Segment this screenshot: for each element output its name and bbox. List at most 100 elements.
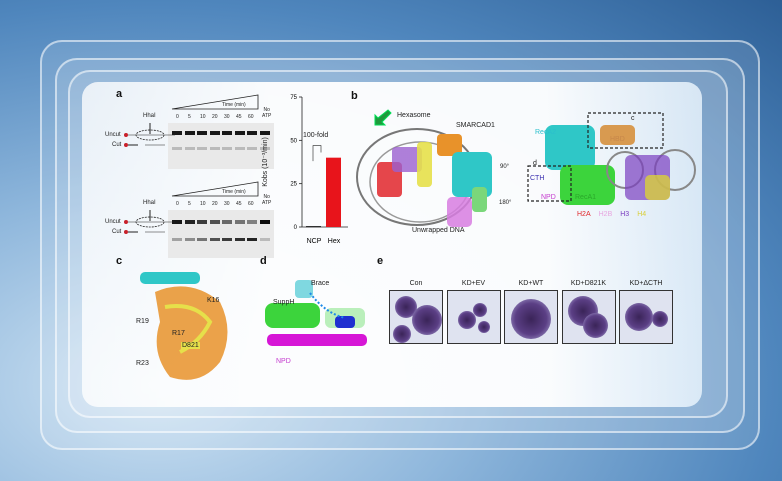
no-atp-label: No ATP (262, 194, 271, 206)
condition-label: Con (409, 280, 423, 287)
gel-band-uncut (172, 131, 182, 135)
gel-image (168, 210, 274, 258)
gel-band-uncut (247, 131, 257, 135)
box-c-label: c (631, 115, 635, 122)
residue-r23: R23 (136, 360, 149, 367)
colony-image (389, 290, 443, 344)
panel-e-label: e (377, 255, 384, 267)
y-tick-label: 25 (290, 182, 297, 188)
gel-band-uncut (234, 220, 245, 224)
panel-d-structure (265, 280, 367, 346)
hexasome-structure (356, 128, 492, 227)
colony (472, 303, 487, 317)
residue-r19: R19 (136, 318, 149, 325)
gel-band-uncut (259, 131, 270, 135)
lane-label: 45 (236, 114, 242, 120)
panel-c-structure (140, 272, 228, 380)
no-label: No (263, 107, 270, 113)
gel-band-uncut (197, 220, 207, 224)
lane-label: 10 (200, 201, 206, 207)
gel-band-uncut (184, 220, 195, 224)
rotation-90-label: 90° (500, 164, 510, 170)
gel-band-cut (184, 238, 195, 241)
bar-chart: 0 25 50 75 NCP Hex (290, 95, 348, 245)
gel-band-cut (184, 147, 195, 150)
colony (652, 311, 668, 327)
cth-label: CTH (530, 175, 545, 182)
gel-band-cut (259, 238, 270, 241)
gel-band-uncut (222, 220, 232, 224)
x-tick-label: Hex (328, 238, 341, 245)
dna-substrate-icon (124, 123, 175, 147)
colony-image (446, 290, 501, 344)
bar-ncp (306, 226, 321, 228)
gel-band-cut (197, 238, 207, 241)
uncut-label: Uncut (105, 132, 121, 138)
rotation-180-label: 180° (499, 200, 512, 206)
time-ramp-1 (171, 181, 259, 197)
colony (393, 325, 411, 343)
unwrapped-dna-label: Unwrapped DNA (412, 227, 465, 234)
condition-label: KD+ΔCTH (629, 280, 663, 287)
hhai-label: HhaI (143, 113, 156, 119)
time-label: Time (min) (222, 102, 246, 108)
gel-band-uncut (209, 220, 220, 224)
lane-label: 10 (200, 114, 206, 120)
atp-label: ATP (262, 113, 272, 119)
panel-d-label: d (260, 255, 267, 267)
y-tick-label: 75 (290, 95, 297, 101)
chart-annotation: 100-fold (303, 132, 329, 139)
box-d-label: d (533, 160, 537, 167)
side-view-structure (527, 112, 696, 205)
condition-label: KD+WT (518, 280, 544, 287)
condition-label: KD+EV (461, 280, 486, 287)
reca2-label: RecA2 (535, 129, 557, 136)
gel-band-uncut (172, 220, 182, 224)
residue-k16: K16 (207, 297, 220, 304)
gel-band-uncut (259, 220, 270, 224)
colony (582, 313, 608, 338)
colony-image (619, 290, 673, 344)
npd-label: NPD (541, 194, 556, 201)
gel-band-cut (209, 147, 220, 150)
colony (412, 305, 442, 335)
no-label: No (263, 194, 270, 200)
smarcad1-label: SMARCAD1 (456, 122, 495, 129)
chart-ylabel: Kobs (10⁻³/min) (261, 137, 269, 187)
gel-band-cut (172, 147, 182, 150)
gel-band-cut (247, 147, 257, 150)
gel-band-cut (247, 238, 257, 241)
time-ramp-0 (171, 94, 259, 110)
histone-h3: H3 (620, 211, 630, 218)
time-label: Time (min) (222, 189, 246, 195)
cut-label: Cut (112, 229, 122, 235)
lane-label: 0 (176, 201, 179, 207)
panel-c-label: c (116, 255, 123, 267)
gel-band-cut (172, 238, 182, 241)
significance-bracket (312, 145, 322, 162)
panel-a-label: a (116, 88, 123, 100)
y-tick-label: 50 (290, 138, 297, 144)
panel-b-label: b (351, 90, 358, 102)
histone-h2a: H2A (577, 211, 591, 218)
hhai-label: HhaI (143, 200, 156, 206)
gel-band-uncut (209, 131, 220, 135)
residue-d821: D821 (181, 342, 200, 349)
hexasome-label: Hexasome (397, 112, 431, 119)
lane-label: 20 (212, 114, 218, 120)
condition-label: KD+D821K (570, 280, 607, 287)
colony-image (504, 290, 558, 344)
gel-band-uncut (234, 131, 245, 135)
dna-substrate-icon (124, 210, 175, 234)
histone-legend: H2A H2B H3 H4 (577, 211, 646, 218)
lane-label: 45 (236, 201, 242, 207)
gel-band-cut (234, 147, 245, 150)
supph-label: SuppH (273, 299, 295, 306)
colony (477, 321, 490, 333)
gel-band-cut (259, 147, 270, 150)
lane-label: 60 (248, 114, 254, 120)
colony (511, 299, 551, 339)
lane-label: 30 (224, 114, 230, 120)
histone-h4: H4 (637, 211, 647, 218)
cut-label: Cut (112, 142, 122, 148)
